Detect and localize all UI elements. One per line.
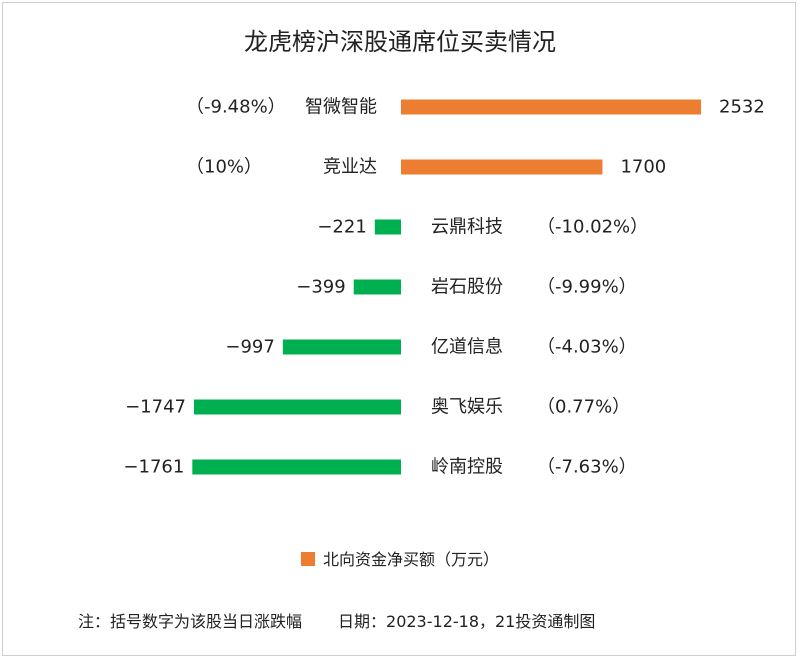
category-label: 岭南控股 <box>431 457 503 478</box>
data-label: −221 <box>317 217 366 238</box>
change-label: （-9.99%） <box>537 277 637 298</box>
change-label: （10%） <box>186 157 262 178</box>
bar <box>374 219 401 235</box>
bar <box>282 339 401 355</box>
bar <box>192 459 401 475</box>
category-label: 奥飞娱乐 <box>431 397 503 418</box>
category-label: 云鼎科技 <box>431 217 503 238</box>
legend-label: 北向资金净买额（万元） <box>322 550 499 569</box>
bar <box>193 399 401 415</box>
legend: 北向资金净买额（万元） <box>0 546 800 570</box>
bar <box>401 159 603 175</box>
data-label: 2532 <box>719 97 765 118</box>
bar <box>353 279 401 295</box>
footer-date: 日期：2023-12-18，21投资通制图 <box>338 612 596 631</box>
category-label: 亿道信息 <box>431 337 503 358</box>
footer-note: 注：括号数字为该股当日涨跌幅 <box>78 612 303 631</box>
data-label: −997 <box>225 337 274 358</box>
chart-title: 龙虎榜沪深股通席位买卖情况 <box>244 28 556 56</box>
change-label: （-4.03%） <box>537 337 637 358</box>
data-label: −1761 <box>123 457 184 478</box>
change-label: （-7.63%） <box>537 457 637 478</box>
bar <box>401 99 702 115</box>
footer: 注：括号数字为该股当日涨跌幅 日期：2023-12-18，21投资通制图 <box>78 608 798 632</box>
category-label: 智微智能 <box>305 97 377 118</box>
change-label: （-9.48%） <box>186 97 286 118</box>
change-label: （0.77%） <box>537 397 630 418</box>
data-label: −399 <box>296 277 345 298</box>
category-label: 岩石股份 <box>431 277 503 298</box>
change-label: （-10.02%） <box>537 217 648 238</box>
legend-swatch <box>300 552 315 566</box>
category-label: 竞业达 <box>323 157 377 178</box>
data-label: −1747 <box>125 397 186 418</box>
data-label: 1700 <box>620 157 666 178</box>
